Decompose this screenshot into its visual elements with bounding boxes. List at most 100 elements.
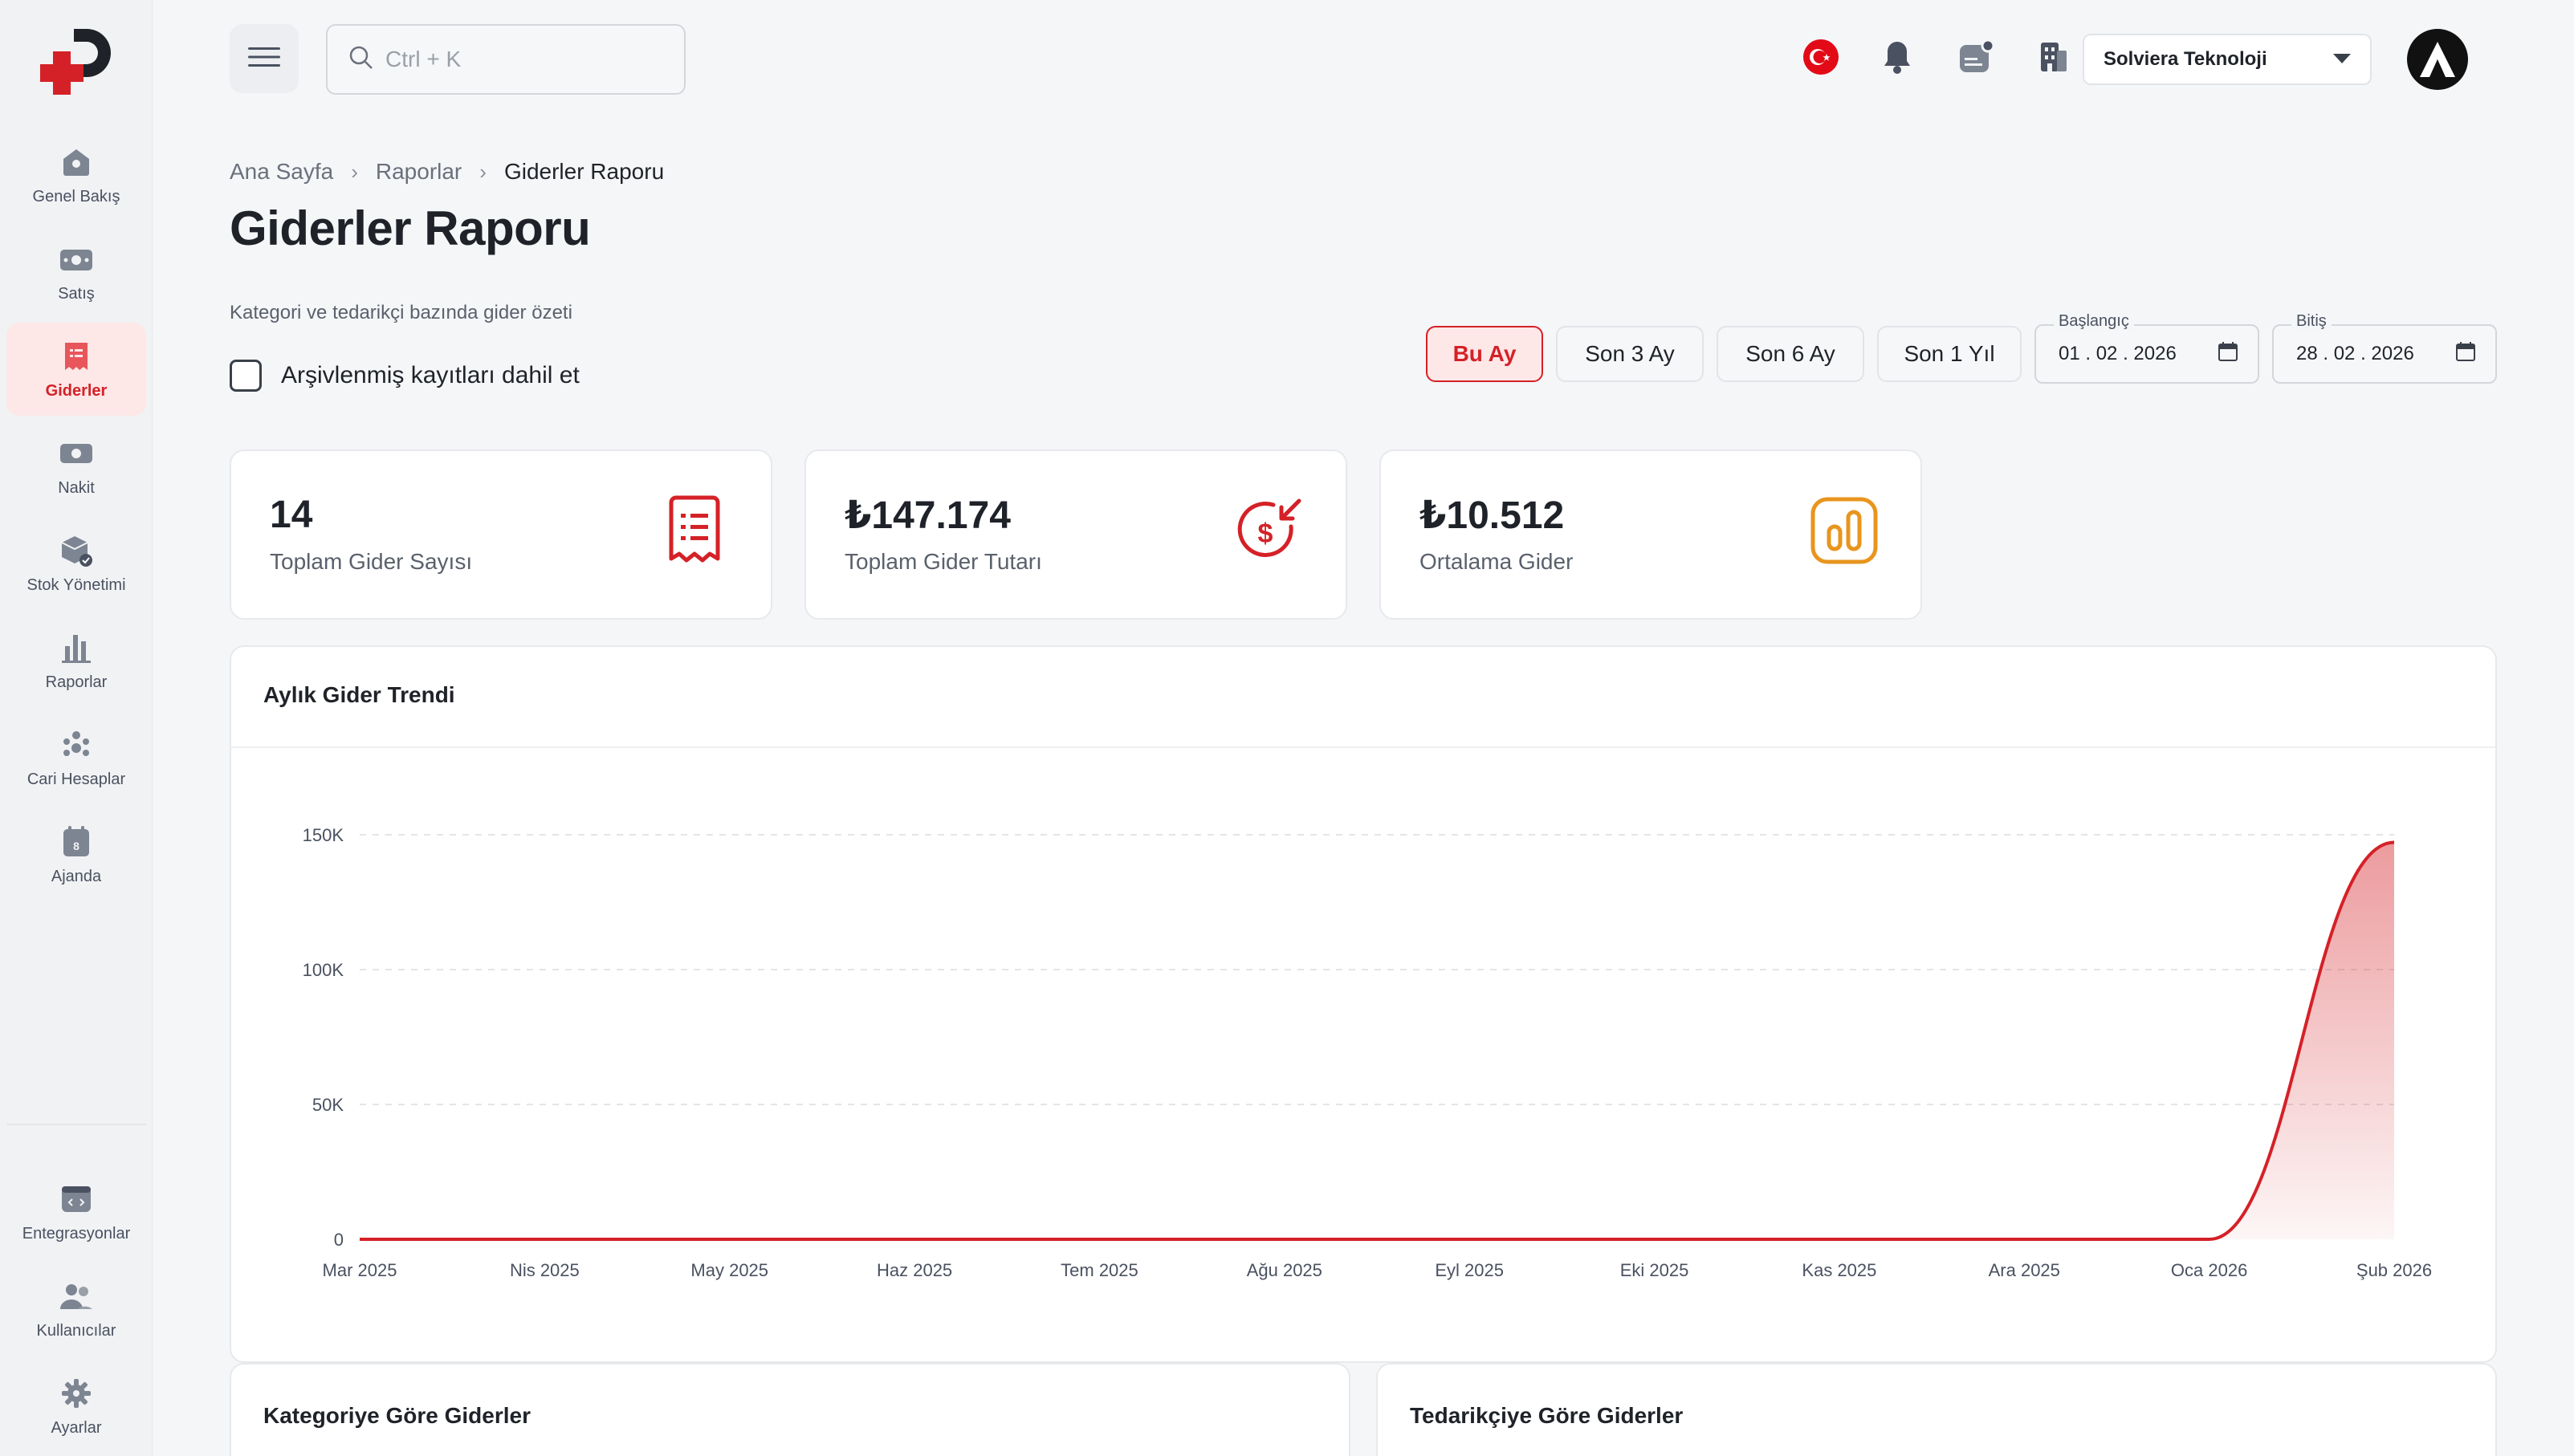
sidebar-item-kullanicilar[interactable]: Kullanıcılar [6, 1263, 146, 1356]
stat-card-total: ₺147.174 Toplam Gider Tutarı $ [804, 449, 1347, 620]
calendar-icon: 8 [59, 824, 94, 860]
receipt-icon [59, 339, 94, 374]
calendar-icon[interactable] [2218, 341, 2238, 368]
integration-icon [59, 1181, 94, 1217]
series-line [360, 840, 2395, 1241]
x-tick-label: Ara 2025 [1989, 1260, 2060, 1280]
sidebar-item-label: Cari Hesaplar [26, 770, 126, 788]
money-icon [59, 436, 94, 471]
sidebar: Genel Bakış Satış Giderler Nakit Stok Yö… [0, 0, 153, 1456]
chevron-right-icon: › [479, 159, 487, 184]
people-icon [59, 727, 94, 763]
sidebar-item-label: Raporlar [45, 673, 108, 691]
sidebar-nav: Genel Bakış Satış Giderler Nakit Stok Yö… [6, 128, 146, 905]
dollar-arrow-icon: $ [1233, 494, 1305, 567]
trend-chart: 0 50K 100K 150K Mar 2025 Nis 2025 May 2025 Haz … [303, 825, 2432, 1280]
series-area [360, 842, 2394, 1239]
start-date-field[interactable]: Başlangıç 01 . 02 . 2026 [2034, 312, 2259, 384]
end-date-value: 28 . 02 . 2026 [2296, 343, 2414, 364]
page-subtitle: Kategori ve tedarikçi bazında gider özet… [230, 302, 572, 323]
period-6-months-button[interactable]: Son 6 Ay [1717, 326, 1864, 382]
x-tick-label: Haz 2025 [877, 1260, 952, 1280]
search-box[interactable] [326, 24, 686, 95]
stat-value: 14 [270, 494, 313, 536]
app-logo[interactable] [37, 24, 116, 96]
sidebar-item-ayarlar[interactable]: Ayarlar [6, 1360, 146, 1453]
x-tick-label: Kas 2025 [1802, 1260, 1876, 1280]
sidebar-item-label: Stok Yönetimi [26, 575, 126, 594]
sidebar-item-cari-hesaplar[interactable]: Cari Hesaplar [6, 711, 146, 804]
stat-label: Ortalama Gider [1419, 549, 1574, 574]
stat-value: ₺147.174 [845, 494, 1011, 537]
stat-card-count: 14 Toplam Gider Sayısı [230, 449, 772, 620]
x-tick-label: May 2025 [690, 1260, 768, 1280]
y-tick-label: 150K [303, 825, 344, 845]
sidebar-item-label: Entegrasyonlar [22, 1224, 131, 1242]
search-input[interactable] [385, 47, 626, 72]
messages-icon[interactable] [1956, 37, 1996, 77]
hamburger-icon [248, 46, 280, 72]
chevron-right-icon: › [351, 159, 358, 184]
company-select[interactable]: Solviera Teknoloji [2083, 34, 2372, 85]
stat-card-average: ₺10.512 Ortalama Gider [1379, 449, 1922, 620]
sidebar-item-entegrasyonlar[interactable]: Entegrasyonlar [6, 1165, 146, 1259]
period-3-months-button[interactable]: Son 3 Ay [1556, 326, 1704, 382]
sidebar-item-label: Genel Bakış [32, 187, 120, 205]
start-date-value: 01 . 02 . 2026 [2059, 343, 2177, 364]
language-flag-icon[interactable] [1801, 37, 1841, 77]
svg-text:8: 8 [73, 840, 79, 852]
sidebar-item-label: Ayarlar [51, 1418, 102, 1437]
card-title: Kategoriye Göre Giderler [263, 1403, 531, 1428]
box-icon [59, 533, 94, 568]
sidebar-item-genel-bakis[interactable]: Genel Bakış [6, 128, 146, 222]
archive-label: Arşivlenmiş kayıtları dahil et [281, 362, 580, 388]
search-icon [348, 45, 374, 75]
sidebar-bottom-nav: Entegrasyonlar Kullanıcılar Ayarlar [6, 1124, 146, 1456]
gear-icon [59, 1376, 94, 1411]
user-avatar[interactable] [2407, 29, 2468, 90]
menu-toggle-button[interactable] [230, 24, 299, 93]
start-date-label: Başlangıç [2054, 312, 2134, 331]
archive-toggle[interactable]: Arşivlenmiş kayıtları dahil et [230, 360, 580, 392]
x-tick-label: Ağu 2025 [1247, 1260, 1322, 1280]
notification-bell-icon[interactable] [1877, 37, 1917, 77]
stat-label: Toplam Gider Sayısı [270, 549, 473, 574]
sidebar-item-nakit[interactable]: Nakit [6, 420, 146, 513]
sidebar-item-ajanda[interactable]: 8 Ajanda [6, 808, 146, 901]
sidebar-item-stok-yonetimi[interactable]: Stok Yönetimi [6, 517, 146, 610]
x-tick-label: Oca 2026 [2171, 1260, 2247, 1280]
users-icon [59, 1279, 94, 1314]
breadcrumb-home-link[interactable]: Ana Sayfa [230, 159, 334, 184]
card-title: Tedarikçiye Göre Giderler [1410, 1403, 1684, 1428]
calendar-icon[interactable] [2455, 341, 2476, 368]
x-tick-label: Eki 2025 [1620, 1260, 1689, 1280]
page-title: Giderler Raporu [230, 201, 591, 255]
sidebar-item-label: Ajanda [51, 867, 102, 885]
sidebar-item-label: Satış [58, 284, 95, 303]
end-date-label: Bitiş [2291, 312, 2332, 331]
svg-text:$: $ [1258, 519, 1273, 549]
sidebar-item-label: Nakit [58, 478, 95, 497]
card-header: Aylık Gider Trendi [231, 647, 2495, 748]
x-tick-label: Şub 2026 [2356, 1260, 2432, 1280]
stat-label: Toplam Gider Tutarı [845, 549, 1042, 574]
cash-icon [59, 242, 94, 277]
breadcrumb-reports-link[interactable]: Raporlar [375, 159, 462, 184]
period-this-month-button[interactable]: Bu Ay [1426, 326, 1543, 382]
end-date-field[interactable]: Bitiş 28 . 02 . 2026 [2272, 312, 2497, 384]
y-tick-label: 100K [303, 960, 344, 980]
supplier-expenses-card: Tedarikçiye Göre Giderler [1376, 1363, 2497, 1456]
breadcrumb: Ana Sayfa › Raporlar › Giderler Raporu [230, 159, 664, 185]
period-1-year-button[interactable]: Son 1 Yıl [1877, 326, 2022, 382]
archive-checkbox[interactable] [230, 360, 262, 392]
sidebar-item-giderler[interactable]: Giderler [6, 323, 146, 416]
sidebar-item-raporlar[interactable]: Raporlar [6, 614, 146, 707]
stats-icon [1808, 494, 1880, 567]
monthly-trend-card: Aylık Gider Trendi 0 50K 100K 150K Mar 2025 N… [230, 645, 2497, 1363]
category-expenses-card: Kategoriye Göre Giderler [230, 1363, 1350, 1456]
chart-title: Aylık Gider Trendi [263, 682, 455, 707]
stat-value: ₺10.512 [1419, 494, 1565, 537]
sidebar-item-satis[interactable]: Satış [6, 226, 146, 319]
company-building-icon [2033, 37, 2073, 77]
sidebar-item-label: Kullanıcılar [36, 1321, 116, 1340]
